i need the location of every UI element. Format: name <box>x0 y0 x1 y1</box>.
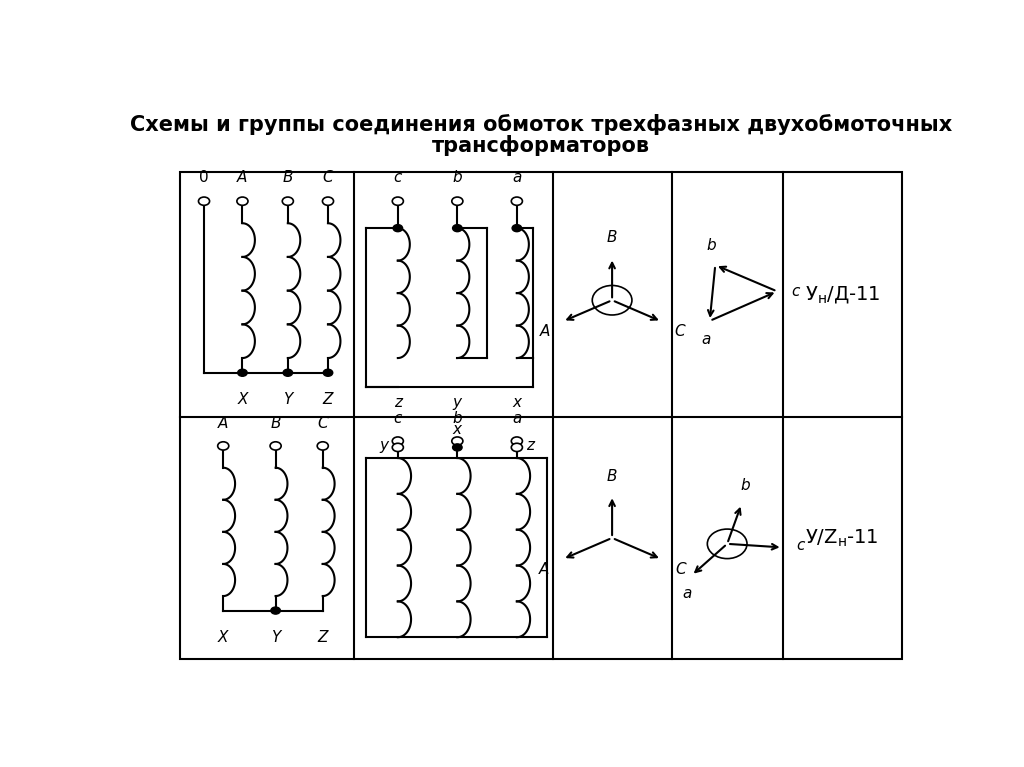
Text: x: x <box>512 395 521 410</box>
Text: A: A <box>540 324 550 340</box>
Text: c: c <box>393 170 402 185</box>
Text: B: B <box>607 469 617 484</box>
Text: 0: 0 <box>200 170 209 185</box>
Bar <box>179 172 902 659</box>
Text: A: A <box>539 562 549 577</box>
Circle shape <box>511 437 522 445</box>
Circle shape <box>453 225 462 232</box>
Circle shape <box>237 197 248 206</box>
Text: X: X <box>238 392 248 407</box>
Text: У$_\mathsf{н}$/Д-11: У$_\mathsf{н}$/Д-11 <box>805 284 880 304</box>
Text: b: b <box>740 479 751 493</box>
Circle shape <box>392 437 403 445</box>
Text: трансформаторов: трансформаторов <box>432 135 649 156</box>
Text: У/Z$_\mathsf{н}$-11: У/Z$_\mathsf{н}$-11 <box>806 527 879 548</box>
Text: a: a <box>512 411 521 426</box>
Circle shape <box>317 442 329 450</box>
Text: Y: Y <box>284 392 293 407</box>
Circle shape <box>511 197 522 206</box>
Circle shape <box>218 442 228 450</box>
Text: A: A <box>238 170 248 185</box>
Circle shape <box>392 197 403 206</box>
Circle shape <box>270 442 282 450</box>
Circle shape <box>512 225 521 232</box>
Text: a: a <box>683 586 692 601</box>
Text: A: A <box>218 416 228 431</box>
Text: z: z <box>526 438 535 453</box>
Circle shape <box>238 369 247 377</box>
Text: b: b <box>453 411 462 426</box>
Text: X: X <box>218 630 228 645</box>
Circle shape <box>452 197 463 206</box>
Circle shape <box>283 369 293 377</box>
Text: C: C <box>675 562 686 577</box>
Text: C: C <box>323 170 333 185</box>
Text: a: a <box>701 331 711 347</box>
Text: c: c <box>393 411 402 426</box>
Circle shape <box>393 225 402 232</box>
Circle shape <box>511 443 522 452</box>
Circle shape <box>452 437 463 445</box>
Text: y: y <box>453 395 462 410</box>
Text: c: c <box>792 284 800 299</box>
Circle shape <box>283 197 294 206</box>
Text: z: z <box>394 395 401 410</box>
Text: B: B <box>270 416 281 431</box>
Text: Схемы и группы соединения обмоток трехфазных двухобмоточных: Схемы и группы соединения обмоток трехфа… <box>130 114 951 135</box>
Text: Z: Z <box>323 392 333 407</box>
Text: c: c <box>797 538 805 553</box>
Circle shape <box>199 197 210 206</box>
Circle shape <box>270 607 281 614</box>
Text: B: B <box>607 229 617 245</box>
Text: Y: Y <box>271 630 281 645</box>
Circle shape <box>453 444 462 451</box>
Text: y: y <box>379 438 388 453</box>
Text: Z: Z <box>317 630 328 645</box>
Text: C: C <box>317 416 328 431</box>
Circle shape <box>324 369 333 377</box>
Circle shape <box>392 443 403 452</box>
Text: b: b <box>453 170 462 185</box>
Text: B: B <box>283 170 293 185</box>
Text: x: x <box>453 422 462 436</box>
Text: b: b <box>707 239 716 253</box>
Text: a: a <box>512 170 521 185</box>
Text: C: C <box>674 324 685 340</box>
Circle shape <box>323 197 334 206</box>
